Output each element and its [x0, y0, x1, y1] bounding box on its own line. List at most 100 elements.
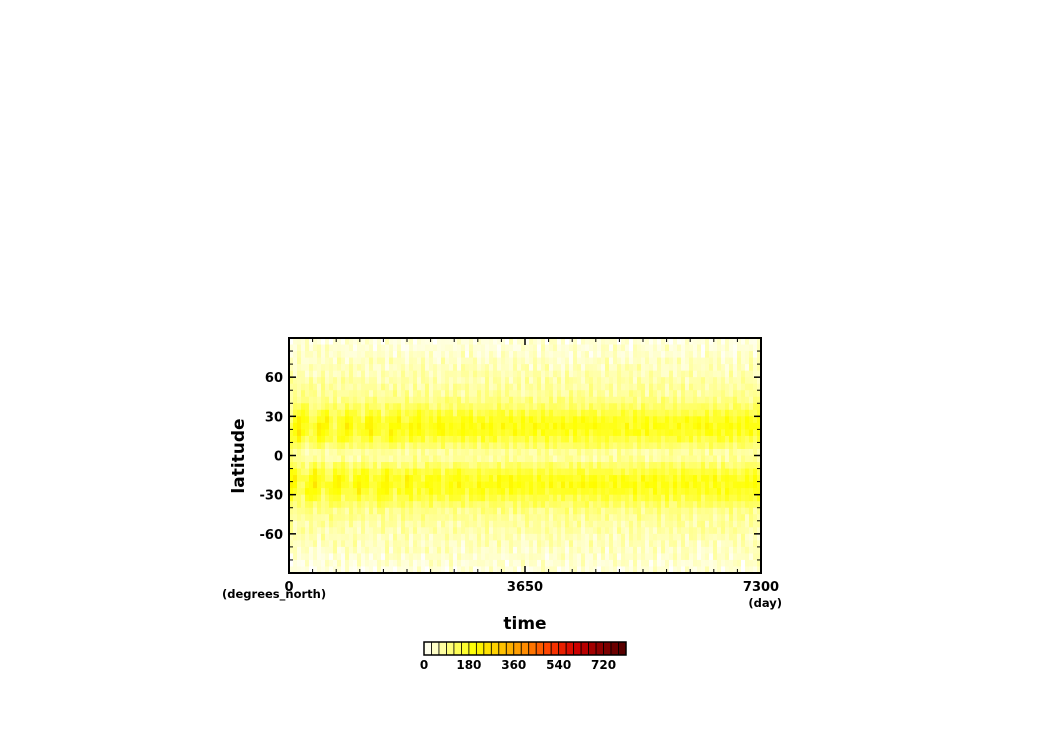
heatmap-cell [433, 390, 438, 398]
heatmap-cell [353, 448, 358, 457]
heatmap-cell [421, 403, 426, 411]
heatmap-cell [425, 422, 430, 430]
heatmap-cell [585, 364, 590, 372]
heatmap-cell [293, 409, 298, 417]
heatmap-cell [325, 540, 330, 548]
heatmap-cell [425, 344, 430, 352]
heatmap-cell [717, 520, 722, 528]
heatmap-cell [521, 546, 526, 555]
heatmap-cell [301, 370, 306, 378]
heatmap-cell [365, 455, 370, 463]
heatmap-cell [685, 383, 690, 391]
heatmap-cell [625, 377, 630, 385]
heatmap-cell [401, 442, 406, 450]
heatmap-cell [385, 546, 390, 555]
heatmap-cell [369, 546, 374, 555]
heatmap-cell [641, 462, 646, 470]
heatmap-cell [609, 364, 614, 372]
heatmap-cell [437, 383, 442, 391]
heatmap-cell [657, 403, 662, 411]
heatmap-cell [377, 540, 382, 548]
heatmap-cell [689, 527, 694, 535]
heatmap-cell [569, 383, 574, 391]
heatmap-cell [701, 344, 706, 352]
heatmap-cell [537, 514, 542, 522]
heatmap-cell [469, 396, 474, 404]
heatmap-cell [697, 559, 702, 568]
heatmap-cell [409, 501, 414, 509]
heatmap-cell [309, 488, 314, 496]
heatmap-cell [465, 481, 470, 489]
heatmap-cell [577, 520, 582, 528]
heatmap-cell [517, 435, 522, 444]
heatmap-cell [601, 390, 606, 398]
heatmap-cell [633, 488, 638, 496]
heatmap-cell [561, 377, 566, 385]
heatmap-cell [453, 370, 458, 378]
heatmap-cell [641, 481, 646, 489]
heatmap-cell [569, 494, 574, 502]
heatmap-cell [329, 540, 334, 548]
heatmap-cell [501, 338, 506, 346]
heatmap-cell [561, 390, 566, 398]
heatmap-cell [337, 481, 342, 489]
heatmap-cell [533, 357, 538, 365]
heatmap-cell [433, 396, 438, 404]
heatmap-cell [413, 396, 418, 404]
heatmap-cell [677, 540, 682, 548]
heatmap-cell [581, 507, 586, 515]
heatmap-cell [689, 546, 694, 555]
heatmap-cell [341, 429, 346, 437]
heatmap-cell [397, 514, 402, 522]
heatmap-cell [501, 442, 506, 450]
heatmap-cell [461, 540, 466, 548]
heatmap-cell [361, 370, 366, 378]
heatmap-cell [477, 409, 482, 417]
heatmap-cell [701, 377, 706, 385]
heatmap-cell [709, 351, 714, 359]
heatmap-cell [525, 364, 530, 372]
heatmap-cell [701, 403, 706, 411]
heatmap-cell [665, 448, 670, 457]
heatmap-cell [405, 507, 410, 515]
heatmap-cell [357, 533, 362, 541]
heatmap-cell [557, 540, 562, 548]
heatmap-cell [517, 403, 522, 411]
heatmap-cell [625, 514, 630, 522]
heatmap-cell [653, 507, 658, 515]
heatmap-cell [365, 481, 370, 489]
heatmap-cell [513, 396, 518, 404]
heatmap-cell [297, 520, 302, 528]
heatmap-cell [645, 435, 650, 444]
heatmap-cell [397, 338, 402, 346]
heatmap-cell [617, 448, 622, 457]
heatmap-cell [405, 455, 410, 463]
heatmap-cell [601, 475, 606, 483]
heatmap-cell [397, 364, 402, 372]
heatmap-cell [669, 357, 674, 365]
heatmap-cell [485, 488, 490, 496]
heatmap-cell [517, 383, 522, 391]
heatmap-cell [661, 416, 666, 424]
heatmap-cell [325, 501, 330, 509]
heatmap-cell [561, 396, 566, 404]
heatmap-cell [357, 527, 362, 535]
heatmap-cell [573, 468, 578, 476]
heatmap-cell [321, 546, 326, 555]
heatmap-cell [677, 533, 682, 541]
heatmap-cell [365, 540, 370, 548]
heatmap-cell [401, 403, 406, 411]
heatmap-cell [545, 338, 550, 346]
heatmap-cell [569, 540, 574, 548]
heatmap-cell [449, 566, 454, 573]
heatmap-cell [673, 494, 678, 502]
heatmap-cell [425, 507, 430, 515]
heatmap-cell [325, 527, 330, 535]
heatmap-cell [717, 377, 722, 385]
heatmap-cell [497, 351, 502, 359]
heatmap-cell [745, 422, 750, 430]
heatmap-cell [661, 455, 666, 463]
heatmap-cell [585, 416, 590, 424]
heatmap-cell [605, 546, 610, 555]
heatmap-cell [605, 370, 610, 378]
